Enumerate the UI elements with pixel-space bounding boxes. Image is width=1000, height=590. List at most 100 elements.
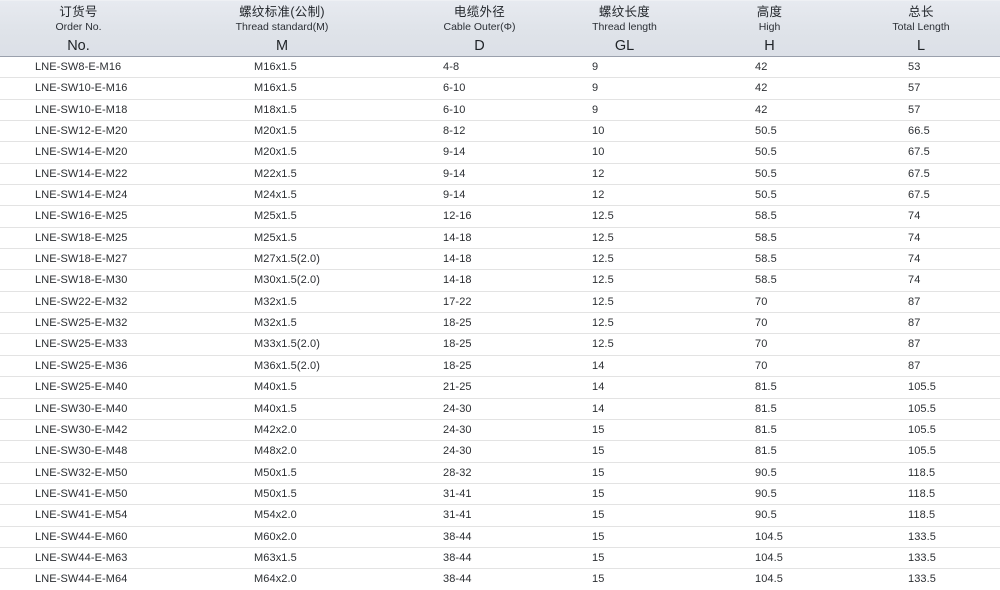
cell-order-no: LNE-SW30-E-M42 [35, 423, 128, 436]
cell-order-no: LNE-SW22-E-M32 [35, 295, 128, 308]
column-header-symbol: H [764, 38, 775, 54]
cell-l: 87 [908, 317, 921, 330]
cell-d: 9-14 [443, 167, 466, 180]
cell-h: 58.5 [755, 253, 777, 266]
cell-order-no: LNE-SW44-E-M63 [35, 551, 128, 564]
cell-gl: 15 [592, 530, 605, 543]
cell-order-no: LNE-SW14-E-M22 [35, 167, 128, 180]
cell-d: 17-22 [443, 295, 472, 308]
cell-gl: 14 [592, 381, 605, 394]
table-row: LNE-SW25-E-M33 M33x1.5(2.0) 18-25 12.5 70 87 [0, 334, 1000, 356]
column-header-symbol: D [474, 38, 485, 54]
cell-m: M32x1.5 [254, 295, 297, 308]
column-header-m: 螺纹标准(公制) Thread standard(M) M [157, 1, 407, 57]
cell-m: M16x1.5 [254, 82, 297, 95]
cell-order-no: LNE-SW30-E-M40 [35, 402, 128, 415]
cell-d: 14-18 [443, 231, 472, 244]
cell-d: 18-25 [443, 338, 472, 351]
cell-l: 118.5 [908, 487, 936, 500]
cell-h: 50.5 [755, 167, 777, 180]
table-row: LNE-SW41-E-M54 M54x2.0 31-41 15 90.5 118.5 [0, 505, 1000, 527]
table-row: LNE-SW18-E-M27 M27x1.5(2.0) 14-18 12.5 58.5 7… [0, 249, 1000, 271]
column-header-label-cn: 螺纹长度 [598, 5, 651, 19]
cell-h: 58.5 [755, 274, 777, 287]
cell-d: 9-14 [443, 146, 466, 159]
cell-h: 58.5 [755, 231, 777, 244]
cell-h: 70 [755, 295, 768, 308]
table-row: LNE-SW30-E-M48 M48x2.0 24-30 15 81.5 105.5 [0, 441, 1000, 463]
cell-m: M22x1.5 [254, 167, 297, 180]
cell-l: 118.5 [908, 509, 936, 522]
table-row: LNE-SW12-E-M20 M20x1.5 8-12 10 50.5 66.5 [0, 121, 1000, 143]
column-header-label-en: Total Length [892, 21, 950, 33]
cell-d: 38-44 [443, 573, 472, 586]
cell-m: M36x1.5(2.0) [254, 359, 321, 372]
cell-l: 67.5 [908, 189, 930, 202]
cell-d: 31-41 [443, 487, 472, 500]
table-row: LNE-SW44-E-M63 M63x1.5 38-44 15 104.5 133.5 [0, 548, 1000, 570]
cell-order-no: LNE-SW14-E-M20 [35, 146, 128, 159]
cell-h: 42 [755, 82, 768, 95]
cell-m: M27x1.5(2.0) [254, 253, 321, 266]
cell-gl: 15 [592, 573, 605, 586]
cell-m: M18x1.5 [254, 103, 297, 116]
cell-gl: 12.5 [592, 210, 614, 223]
cell-d: 14-18 [443, 253, 472, 266]
table-row: LNE-SW18-E-M30 M30x1.5(2.0) 14-18 12.5 58.5 7… [0, 270, 1000, 292]
cell-l: 57 [908, 82, 921, 95]
cell-gl: 12 [592, 167, 605, 180]
cell-gl: 15 [592, 466, 605, 479]
cell-gl: 15 [592, 445, 605, 458]
column-header-label-en: Thread length [592, 21, 657, 33]
cell-m: M40x1.5 [254, 402, 297, 415]
cell-l: 74 [908, 253, 921, 266]
cell-m: M25x1.5 [254, 231, 297, 244]
column-header-h: 高度 High H [697, 1, 842, 57]
table-row: LNE-SW18-E-M25 M25x1.5 14-18 12.5 58.5 74 [0, 228, 1000, 250]
cell-gl: 12.5 [592, 338, 614, 351]
cell-order-no: LNE-SW18-E-M27 [35, 253, 128, 266]
cell-gl: 12 [592, 189, 605, 202]
cell-l: 74 [908, 210, 921, 223]
table-row: LNE-SW25-E-M36 M36x1.5(2.0) 18-25 14 70 87 [0, 356, 1000, 378]
column-header-symbol: GL [614, 38, 635, 54]
cell-h: 50.5 [755, 146, 777, 159]
cell-l: 105.5 [908, 381, 937, 394]
cell-l: 118.5 [908, 466, 936, 479]
cell-l: 133.5 [908, 551, 937, 564]
cell-order-no: LNE-SW44-E-M60 [35, 530, 128, 543]
cell-l: 105.5 [908, 423, 937, 436]
cell-l: 133.5 [908, 530, 937, 543]
table-row: LNE-SW10-E-M18 M18x1.5 6-10 9 42 57 [0, 100, 1000, 122]
table-body: LNE-SW8-E-M16 M16x1.5 4-8 9 42 53 LNE-SW10-E-M… [0, 57, 1000, 590]
cell-m: M32x1.5 [254, 317, 297, 330]
cell-h: 70 [755, 338, 768, 351]
table-row: LNE-SW30-E-M42 M42x2.0 24-30 15 81.5 105.5 [0, 420, 1000, 442]
column-header-label-cn: 电缆外径 [453, 5, 506, 19]
cell-order-no: LNE-SW44-E-M64 [35, 573, 128, 586]
cell-m: M64x2.0 [254, 573, 297, 586]
cell-order-no: LNE-SW41-E-M50 [35, 487, 128, 500]
cell-l: 87 [908, 338, 921, 351]
cell-order-no: LNE-SW25-E-M32 [35, 317, 128, 330]
cell-m: M63x1.5 [254, 551, 297, 564]
cell-h: 81.5 [755, 445, 777, 458]
column-header-d: 电缆外径 Cable Outer(Φ) D [407, 1, 552, 57]
cell-order-no: LNE-SW18-E-M25 [35, 231, 128, 244]
cell-h: 90.5 [755, 509, 777, 522]
cell-gl: 9 [592, 61, 599, 73]
cell-gl: 12.5 [592, 295, 614, 308]
cell-m: M20x1.5 [254, 146, 297, 159]
cell-h: 42 [755, 61, 768, 73]
cell-h: 104.5 [755, 551, 784, 564]
cell-l: 57 [908, 103, 921, 116]
cell-h: 50.5 [755, 125, 777, 138]
cell-m: M16x1.5 [254, 61, 297, 73]
cell-m: M33x1.5(2.0) [254, 338, 321, 351]
column-header-symbol: M [275, 38, 289, 54]
cell-d: 9-14 [443, 189, 466, 202]
column-header-symbol: No. [67, 38, 90, 54]
cell-h: 42 [755, 103, 768, 116]
cell-order-no: LNE-SW25-E-M36 [35, 359, 128, 372]
